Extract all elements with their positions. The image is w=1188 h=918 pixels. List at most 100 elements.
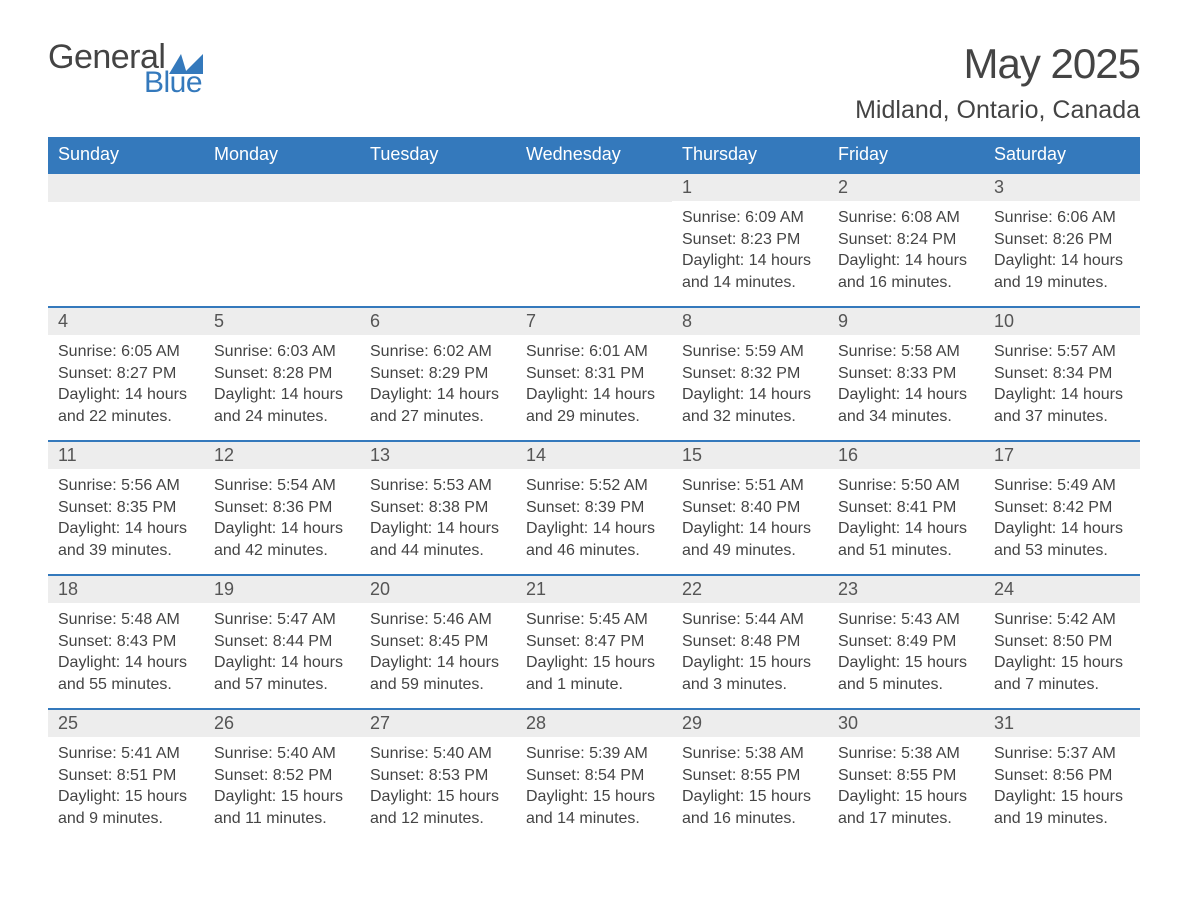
daylight-text-line1: Daylight: 14 hours	[214, 518, 350, 540]
daylight-text-line1: Daylight: 14 hours	[214, 384, 350, 406]
sunrise-text: Sunrise: 6:08 AM	[838, 207, 974, 229]
day-details: Sunrise: 5:47 AMSunset: 8:44 PMDaylight:…	[204, 603, 360, 705]
daylight-text-line1: Daylight: 14 hours	[838, 250, 974, 272]
daylight-text-line2: and 24 minutes.	[214, 406, 350, 428]
day-details: Sunrise: 5:40 AMSunset: 8:53 PMDaylight:…	[360, 737, 516, 839]
daylight-text-line1: Daylight: 15 hours	[994, 786, 1130, 808]
sunrise-text: Sunrise: 5:40 AM	[214, 743, 350, 765]
sunset-text: Sunset: 8:56 PM	[994, 765, 1130, 787]
daylight-text-line2: and 9 minutes.	[58, 808, 194, 830]
day-cell: 7Sunrise: 6:01 AMSunset: 8:31 PMDaylight…	[516, 308, 672, 440]
day-number: 28	[516, 710, 672, 737]
header: General Blue May 2025 Midland, Ontario, …	[48, 40, 1140, 125]
day-number	[360, 174, 516, 202]
day-details: Sunrise: 5:46 AMSunset: 8:45 PMDaylight:…	[360, 603, 516, 705]
daylight-text-line2: and 16 minutes.	[838, 272, 974, 294]
day-details: Sunrise: 5:41 AMSunset: 8:51 PMDaylight:…	[48, 737, 204, 839]
day-cell: 10Sunrise: 5:57 AMSunset: 8:34 PMDayligh…	[984, 308, 1140, 440]
sunrise-text: Sunrise: 5:43 AM	[838, 609, 974, 631]
sunset-text: Sunset: 8:45 PM	[370, 631, 506, 653]
daylight-text-line2: and 55 minutes.	[58, 674, 194, 696]
day-cell	[360, 174, 516, 306]
day-number: 31	[984, 710, 1140, 737]
daylight-text-line1: Daylight: 14 hours	[526, 518, 662, 540]
day-number: 26	[204, 710, 360, 737]
sunset-text: Sunset: 8:41 PM	[838, 497, 974, 519]
sunset-text: Sunset: 8:23 PM	[682, 229, 818, 251]
location-text: Midland, Ontario, Canada	[855, 96, 1140, 125]
sunrise-text: Sunrise: 5:50 AM	[838, 475, 974, 497]
sunset-text: Sunset: 8:40 PM	[682, 497, 818, 519]
day-details: Sunrise: 5:50 AMSunset: 8:41 PMDaylight:…	[828, 469, 984, 571]
sunrise-text: Sunrise: 6:05 AM	[58, 341, 194, 363]
daylight-text-line2: and 5 minutes.	[838, 674, 974, 696]
daylight-text-line1: Daylight: 14 hours	[370, 652, 506, 674]
day-details: Sunrise: 5:54 AMSunset: 8:36 PMDaylight:…	[204, 469, 360, 571]
daylight-text-line1: Daylight: 15 hours	[370, 786, 506, 808]
day-cell: 22Sunrise: 5:44 AMSunset: 8:48 PMDayligh…	[672, 576, 828, 708]
day-number: 2	[828, 174, 984, 201]
daylight-text-line2: and 19 minutes.	[994, 808, 1130, 830]
sunrise-text: Sunrise: 5:38 AM	[682, 743, 818, 765]
day-number: 13	[360, 442, 516, 469]
daylight-text-line1: Daylight: 14 hours	[994, 518, 1130, 540]
day-details: Sunrise: 5:38 AMSunset: 8:55 PMDaylight:…	[672, 737, 828, 839]
sunset-text: Sunset: 8:32 PM	[682, 363, 818, 385]
sunset-text: Sunset: 8:35 PM	[58, 497, 194, 519]
daylight-text-line1: Daylight: 14 hours	[994, 384, 1130, 406]
sunrise-text: Sunrise: 6:09 AM	[682, 207, 818, 229]
daylight-text-line2: and 22 minutes.	[58, 406, 194, 428]
sunset-text: Sunset: 8:54 PM	[526, 765, 662, 787]
weekday-header-row: SundayMondayTuesdayWednesdayThursdayFrid…	[48, 137, 1140, 172]
day-number: 14	[516, 442, 672, 469]
day-details: Sunrise: 5:40 AMSunset: 8:52 PMDaylight:…	[204, 737, 360, 839]
sunset-text: Sunset: 8:44 PM	[214, 631, 350, 653]
daylight-text-line2: and 14 minutes.	[682, 272, 818, 294]
day-cell	[204, 174, 360, 306]
day-number: 15	[672, 442, 828, 469]
day-number: 27	[360, 710, 516, 737]
sunrise-text: Sunrise: 5:48 AM	[58, 609, 194, 631]
sunrise-text: Sunrise: 5:47 AM	[214, 609, 350, 631]
sunrise-text: Sunrise: 5:44 AM	[682, 609, 818, 631]
sunrise-text: Sunrise: 6:03 AM	[214, 341, 350, 363]
sunrise-text: Sunrise: 5:53 AM	[370, 475, 506, 497]
day-number: 19	[204, 576, 360, 603]
weekday-header-cell: Friday	[828, 137, 984, 172]
sunrise-text: Sunrise: 5:46 AM	[370, 609, 506, 631]
day-details: Sunrise: 5:58 AMSunset: 8:33 PMDaylight:…	[828, 335, 984, 437]
logo-text-blue: Blue	[144, 68, 203, 98]
day-number: 24	[984, 576, 1140, 603]
sunset-text: Sunset: 8:55 PM	[838, 765, 974, 787]
daylight-text-line1: Daylight: 14 hours	[838, 384, 974, 406]
sunrise-text: Sunrise: 5:51 AM	[682, 475, 818, 497]
sunset-text: Sunset: 8:29 PM	[370, 363, 506, 385]
daylight-text-line2: and 16 minutes.	[682, 808, 818, 830]
daylight-text-line1: Daylight: 15 hours	[58, 786, 194, 808]
day-number: 20	[360, 576, 516, 603]
day-number: 1	[672, 174, 828, 201]
sunset-text: Sunset: 8:51 PM	[58, 765, 194, 787]
calendar: SundayMondayTuesdayWednesdayThursdayFrid…	[48, 137, 1140, 842]
sunset-text: Sunset: 8:43 PM	[58, 631, 194, 653]
sunrise-text: Sunrise: 5:54 AM	[214, 475, 350, 497]
day-cell: 3Sunrise: 6:06 AMSunset: 8:26 PMDaylight…	[984, 174, 1140, 306]
day-details: Sunrise: 5:45 AMSunset: 8:47 PMDaylight:…	[516, 603, 672, 705]
day-cell: 19Sunrise: 5:47 AMSunset: 8:44 PMDayligh…	[204, 576, 360, 708]
sunrise-text: Sunrise: 5:37 AM	[994, 743, 1130, 765]
day-details: Sunrise: 5:43 AMSunset: 8:49 PMDaylight:…	[828, 603, 984, 705]
daylight-text-line1: Daylight: 15 hours	[838, 652, 974, 674]
sunset-text: Sunset: 8:55 PM	[682, 765, 818, 787]
daylight-text-line1: Daylight: 15 hours	[682, 786, 818, 808]
weekday-header-cell: Sunday	[48, 137, 204, 172]
day-number: 29	[672, 710, 828, 737]
sunrise-text: Sunrise: 5:40 AM	[370, 743, 506, 765]
day-cell: 21Sunrise: 5:45 AMSunset: 8:47 PMDayligh…	[516, 576, 672, 708]
daylight-text-line2: and 59 minutes.	[370, 674, 506, 696]
sunrise-text: Sunrise: 6:06 AM	[994, 207, 1130, 229]
daylight-text-line1: Daylight: 14 hours	[58, 384, 194, 406]
day-cell: 24Sunrise: 5:42 AMSunset: 8:50 PMDayligh…	[984, 576, 1140, 708]
day-number: 6	[360, 308, 516, 335]
day-number: 16	[828, 442, 984, 469]
daylight-text-line1: Daylight: 14 hours	[682, 518, 818, 540]
